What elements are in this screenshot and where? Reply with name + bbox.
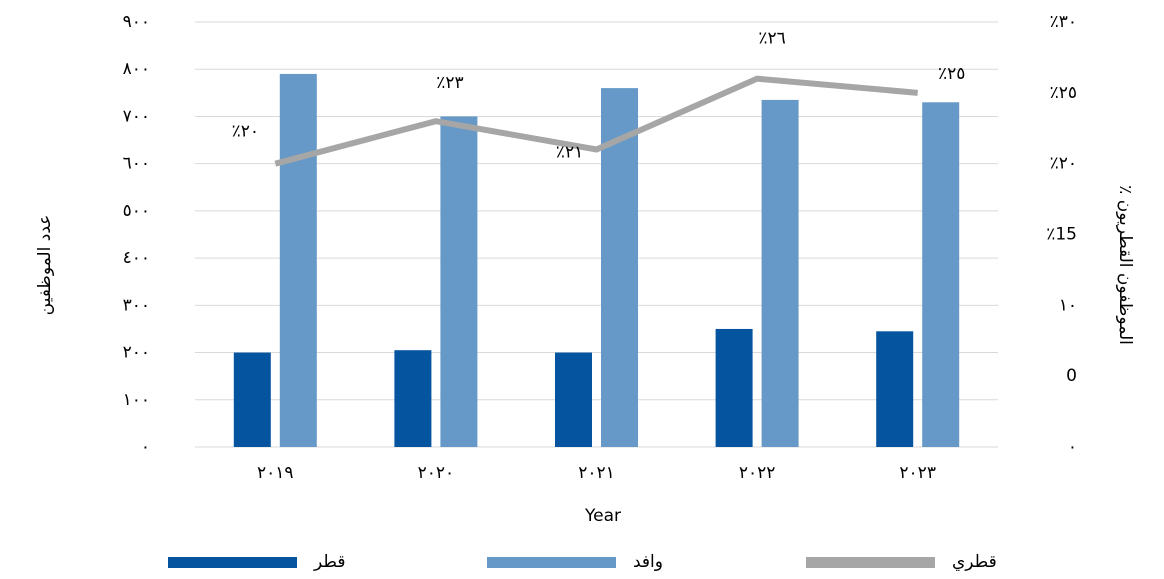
x-tick-label: ٢٠٢٢ xyxy=(739,463,776,483)
legend-label: وافد xyxy=(633,552,663,572)
y2-tick-label: ٪٣٠ xyxy=(1050,12,1077,32)
x-tick-label: ٢٠٢٣ xyxy=(899,463,936,483)
data-label: ٪٢٠ xyxy=(232,122,259,142)
y-tick-label: ٣٠٠ xyxy=(123,295,150,315)
x-axis-title: Year xyxy=(584,506,621,526)
x-tick-label: ٢٠٢١ xyxy=(578,463,615,483)
data-label: ٪٢٦ xyxy=(758,29,785,49)
y-tick-label: ٢٠٠ xyxy=(123,343,150,363)
legend-label: قطري xyxy=(952,552,997,572)
data-label: ٪٢١ xyxy=(556,143,583,163)
bar xyxy=(761,99,799,448)
bar xyxy=(440,116,478,447)
y2-tick-label: ٪٢٥ xyxy=(1050,83,1077,103)
y2-tick-label: ١٠ xyxy=(1059,295,1077,315)
bar xyxy=(394,350,432,447)
y-tick-label: ٦٠٠ xyxy=(123,154,150,174)
legend-swatch xyxy=(806,557,935,568)
y2-tick-label: ٪15 xyxy=(1046,225,1077,245)
data-label: ٪٢٥ xyxy=(938,64,965,84)
y-tick-label: ٠ xyxy=(141,437,150,457)
y-tick-label: ٨٠٠ xyxy=(123,59,150,79)
y-tick-label: ٥٠٠ xyxy=(123,201,150,221)
y-tick-label: ٤٠٠ xyxy=(123,248,150,268)
y-tick-label: ١٠٠ xyxy=(123,390,150,410)
y-tick-label: ٧٠٠ xyxy=(123,106,150,126)
line xyxy=(274,75,918,167)
legend-swatch xyxy=(168,557,297,568)
bar xyxy=(233,352,271,447)
legend-label: قطر xyxy=(313,552,345,572)
bar xyxy=(922,102,960,448)
bar xyxy=(555,352,592,447)
legend-swatch xyxy=(487,557,616,568)
bar xyxy=(279,73,317,447)
data-label: ٪٢٣ xyxy=(436,73,463,93)
y2-tick-label: 0 xyxy=(1066,366,1077,386)
bar xyxy=(715,328,753,447)
y2-tick-label: ٠ xyxy=(1068,437,1077,457)
y-tick-label: ٩٠٠ xyxy=(123,12,150,32)
x-tick-label: ٢٠٢٠ xyxy=(418,463,455,483)
y2-axis-title: ٪ الموظفون القطريون xyxy=(1115,185,1135,345)
bar xyxy=(876,331,914,447)
y-axis-title: عدد الموظفين xyxy=(35,215,55,316)
y2-tick-label: ٪٢٠ xyxy=(1050,154,1077,174)
x-tick-label: ٢٠١٩ xyxy=(257,463,294,483)
